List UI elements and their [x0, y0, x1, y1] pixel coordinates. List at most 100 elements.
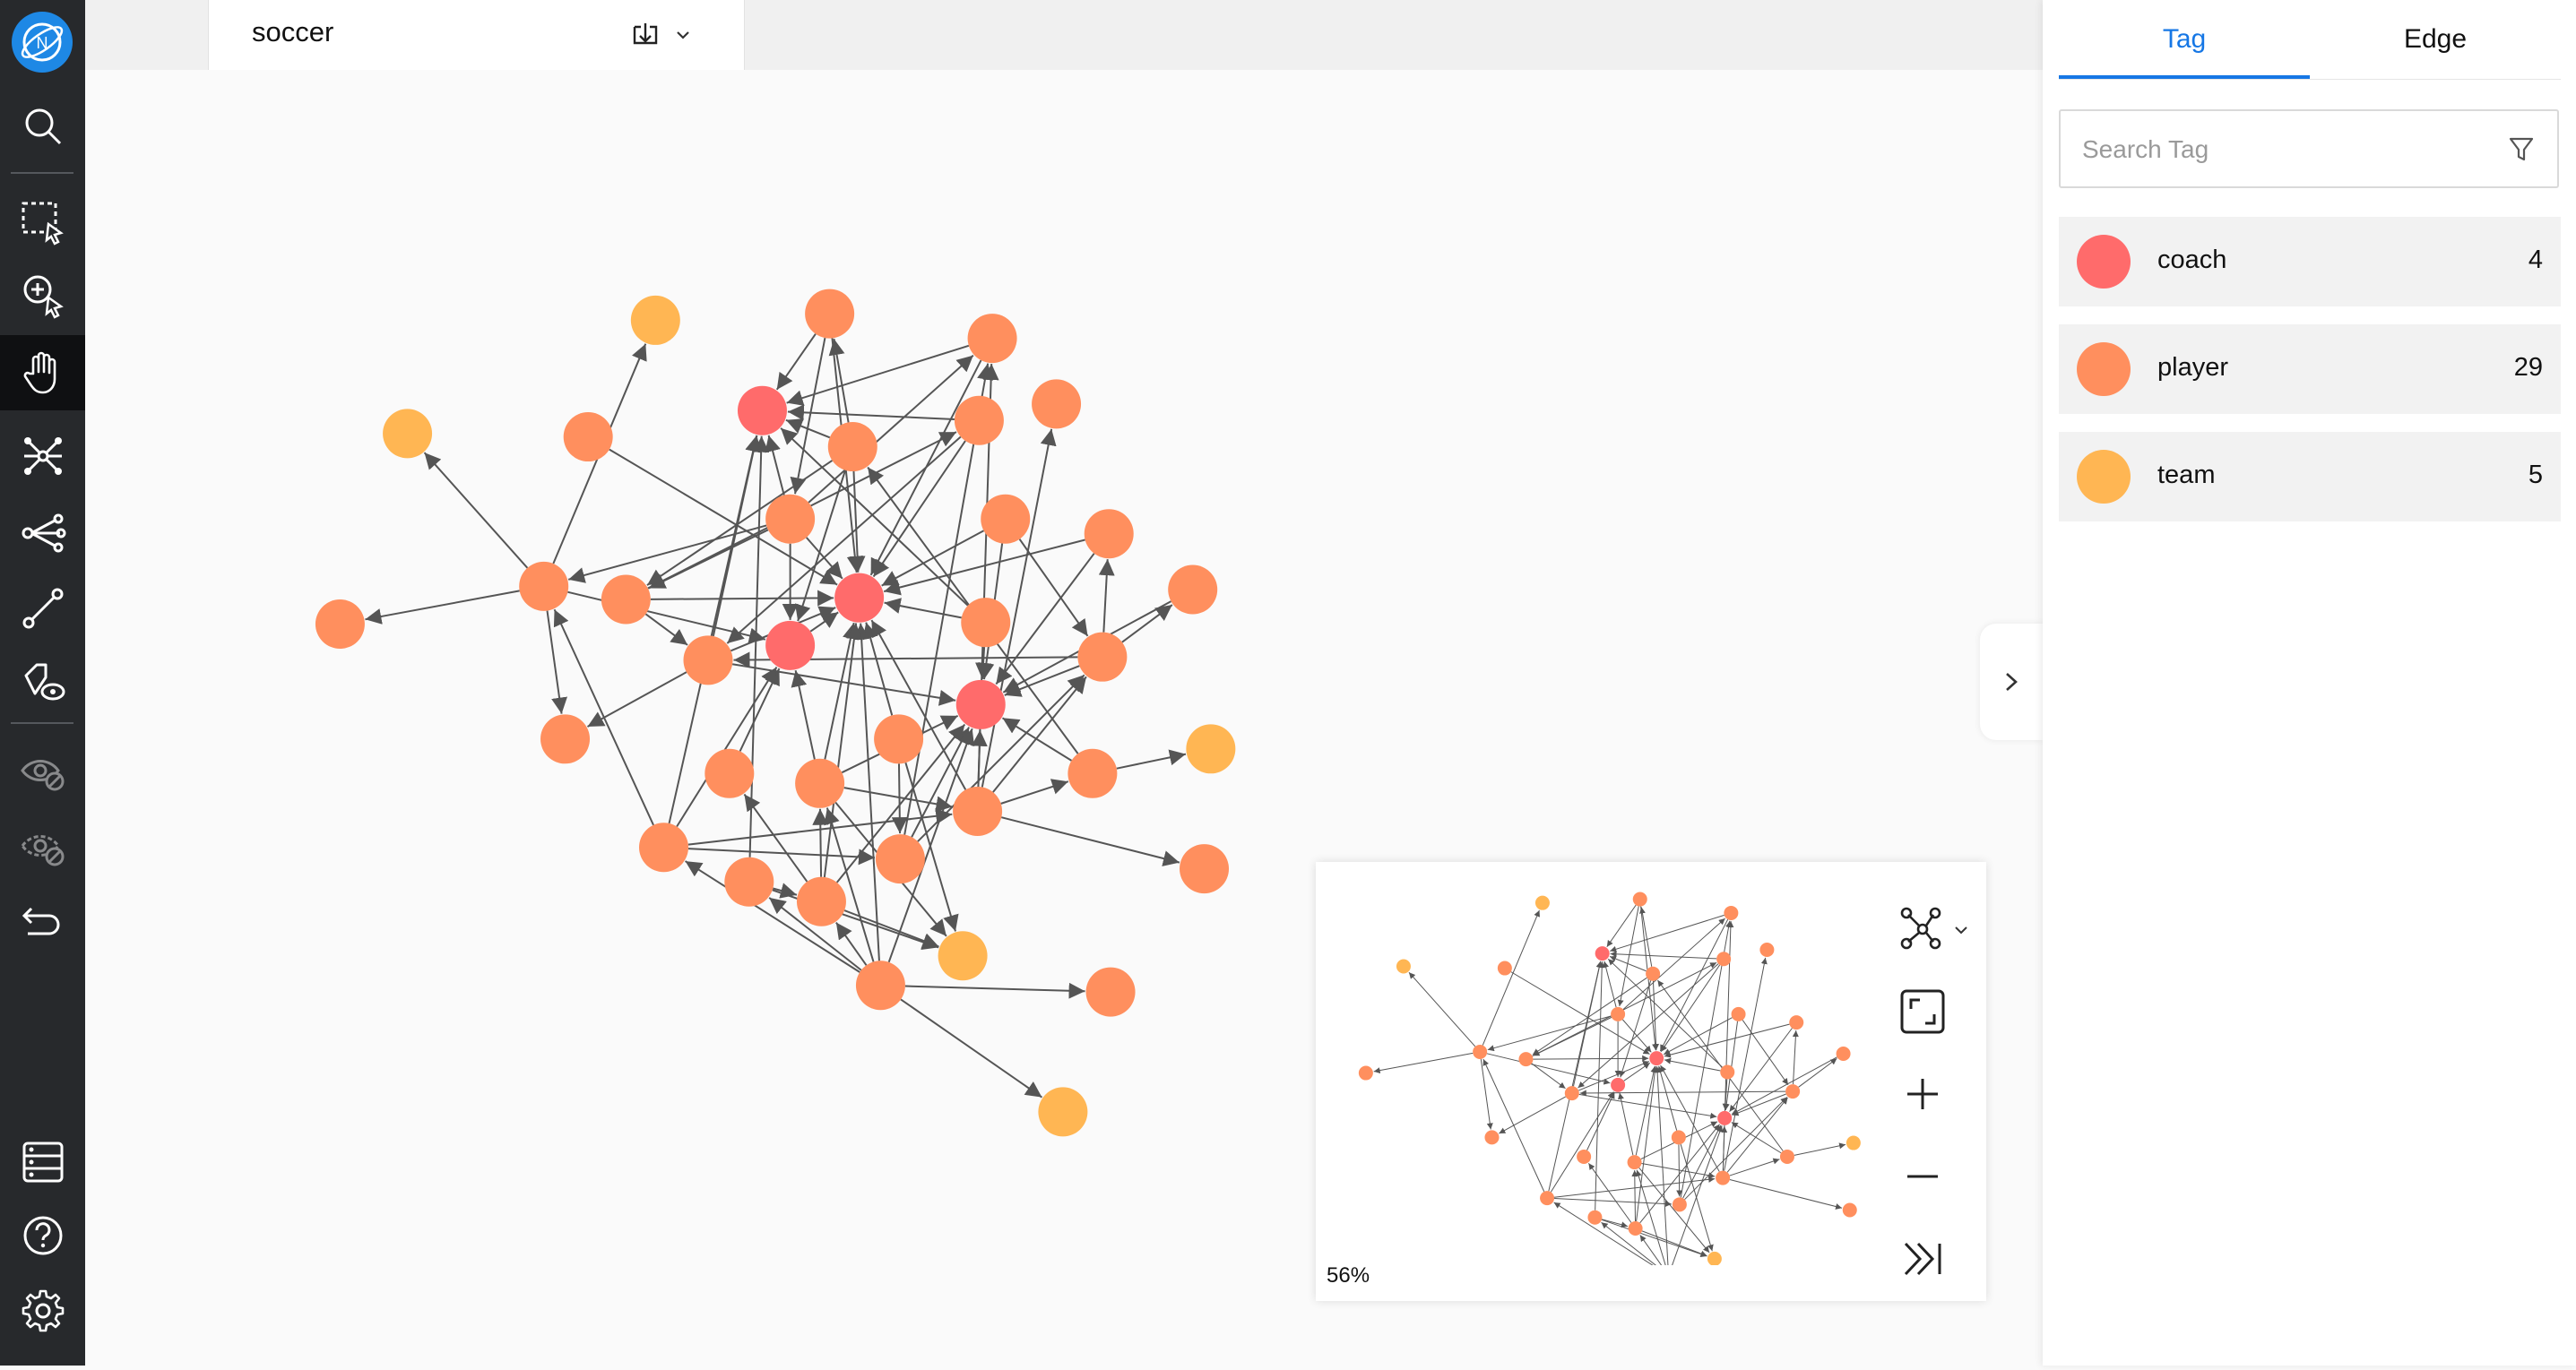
graph-node-player[interactable] — [796, 876, 846, 926]
graph-edge[interactable] — [1510, 971, 1650, 1055]
graph-node-player[interactable] — [1789, 1015, 1804, 1030]
graph-edge[interactable] — [975, 647, 992, 679]
graph-node-player[interactable] — [1168, 564, 1218, 615]
graph-edge[interactable] — [872, 440, 966, 578]
graph-edge[interactable] — [992, 676, 1087, 793]
graph-node-coach[interactable] — [1649, 1051, 1664, 1066]
graph-node-team[interactable] — [1707, 1251, 1722, 1265]
graph-edge[interactable] — [1482, 909, 1540, 1046]
zoom-select-button[interactable] — [0, 260, 85, 330]
graph-node-player[interactable] — [765, 494, 816, 544]
graph-edge[interactable] — [687, 848, 876, 866]
graph-edge[interactable] — [1586, 1091, 1615, 1150]
graph-node-coach[interactable] — [737, 385, 787, 435]
graph-node-player[interactable] — [1779, 1149, 1794, 1164]
chevron-down-icon[interactable] — [673, 25, 693, 45]
graph-edge[interactable] — [1610, 914, 1725, 952]
graph-node-player[interactable] — [1842, 1202, 1857, 1218]
graph-edge[interactable] — [862, 622, 894, 716]
graph-edge[interactable] — [773, 883, 798, 899]
graph-edge[interactable] — [1657, 979, 1784, 1151]
graph-edge[interactable] — [849, 470, 866, 573]
graph-edge[interactable] — [1664, 1057, 1721, 1072]
layout-button[interactable] — [1898, 905, 1947, 953]
graph-node-team[interactable] — [1534, 895, 1550, 910]
graph-edge[interactable] — [650, 590, 834, 607]
graph-edge[interactable] — [1723, 1021, 1739, 1110]
graph-node-player[interactable] — [1577, 1149, 1592, 1164]
graph-node-player[interactable] — [1068, 748, 1118, 798]
graph-edge[interactable] — [1578, 963, 1719, 1089]
graph-edge[interactable] — [843, 909, 939, 949]
graph-edge[interactable] — [824, 807, 875, 962]
graph-edge[interactable] — [1731, 1122, 1782, 1154]
graph-edge[interactable] — [1638, 1167, 1710, 1254]
graph-edge[interactable] — [1000, 816, 1180, 866]
gear-button[interactable] — [0, 1276, 85, 1346]
graph-node-player[interactable] — [1518, 1052, 1534, 1067]
graph-node-player[interactable] — [1180, 844, 1230, 894]
graph-edge[interactable] — [790, 337, 826, 495]
hand-pan-button[interactable] — [0, 335, 85, 410]
graph-edge[interactable] — [1579, 1090, 1786, 1097]
graph-edge[interactable] — [1098, 559, 1115, 633]
graph-edge[interactable] — [1794, 1142, 1846, 1156]
graph-node-team[interactable] — [630, 295, 680, 345]
graph-node-player[interactable] — [1731, 1006, 1746, 1021]
graph-edge[interactable] — [726, 435, 962, 644]
graph-edge[interactable] — [835, 921, 868, 966]
graph-edge[interactable] — [1729, 1179, 1843, 1210]
graph-edge[interactable] — [743, 793, 808, 883]
tag-view-button[interactable] — [0, 647, 85, 717]
graph-edge[interactable] — [1373, 1052, 1474, 1074]
graph-edge[interactable] — [1636, 1065, 1658, 1222]
graph-edge[interactable] — [1657, 1065, 1678, 1131]
graph-node-coach[interactable] — [1611, 1077, 1626, 1092]
tag-row-player[interactable]: player 29 — [2059, 324, 2561, 414]
graph-edge[interactable] — [881, 530, 985, 587]
graph-edge[interactable] — [1578, 1061, 1650, 1091]
graph-edge[interactable] — [1554, 1198, 1672, 1208]
graph-edge[interactable] — [1408, 971, 1476, 1047]
graph-edge[interactable] — [809, 611, 839, 633]
search-tool-button[interactable] — [0, 91, 85, 161]
graph-edge[interactable] — [843, 787, 953, 813]
graph-edge[interactable] — [1550, 1091, 1614, 1193]
graph-edge[interactable] — [731, 663, 956, 706]
graph-node-player[interactable] — [1627, 1155, 1642, 1170]
graph-edge[interactable] — [1726, 1097, 1788, 1173]
graph-node-player[interactable] — [601, 574, 651, 625]
help-button[interactable] — [0, 1201, 85, 1271]
graph-edge[interactable] — [791, 669, 816, 760]
graph-edge[interactable] — [1572, 961, 1603, 1087]
graph-node-team[interactable] — [1846, 1135, 1861, 1150]
graph-edge[interactable] — [1622, 918, 1725, 1010]
graph-node-player[interactable] — [1785, 1084, 1801, 1099]
graph-node-player[interactable] — [519, 561, 569, 611]
graph-node-player[interactable] — [855, 961, 905, 1011]
graph-edge[interactable] — [1722, 1079, 1729, 1110]
graph-edge[interactable] — [748, 435, 770, 857]
graph-node-player[interactable] — [1724, 905, 1739, 920]
graph-edge[interactable] — [1487, 1015, 1612, 1052]
graph-node-player[interactable] — [1085, 967, 1136, 1017]
graph-node-team[interactable] — [1186, 724, 1236, 774]
settings-panel-button[interactable] — [0, 1127, 85, 1197]
graph-edge[interactable] — [1654, 1066, 1669, 1265]
graph-edge[interactable] — [900, 998, 1043, 1099]
graph-edge[interactable] — [824, 622, 859, 760]
graph-edge[interactable] — [1610, 951, 1717, 960]
graph-edge[interactable] — [1603, 961, 1617, 1008]
graph-edge[interactable] — [1684, 1097, 1788, 1201]
graph-edge[interactable] — [609, 448, 838, 586]
graph-node-player[interactable] — [724, 857, 774, 907]
graph-node-player[interactable] — [1716, 1170, 1731, 1185]
graph-node-team[interactable] — [938, 931, 988, 981]
graph-node-player[interactable] — [1646, 966, 1661, 981]
graph-edge[interactable] — [644, 613, 688, 646]
chevron-down-icon[interactable] — [1952, 921, 1970, 939]
graph-edge[interactable] — [1742, 1020, 1789, 1086]
graph-edge[interactable] — [1639, 1235, 1664, 1265]
hide-others-button[interactable] — [0, 812, 85, 882]
graph-edge[interactable] — [904, 982, 1085, 999]
